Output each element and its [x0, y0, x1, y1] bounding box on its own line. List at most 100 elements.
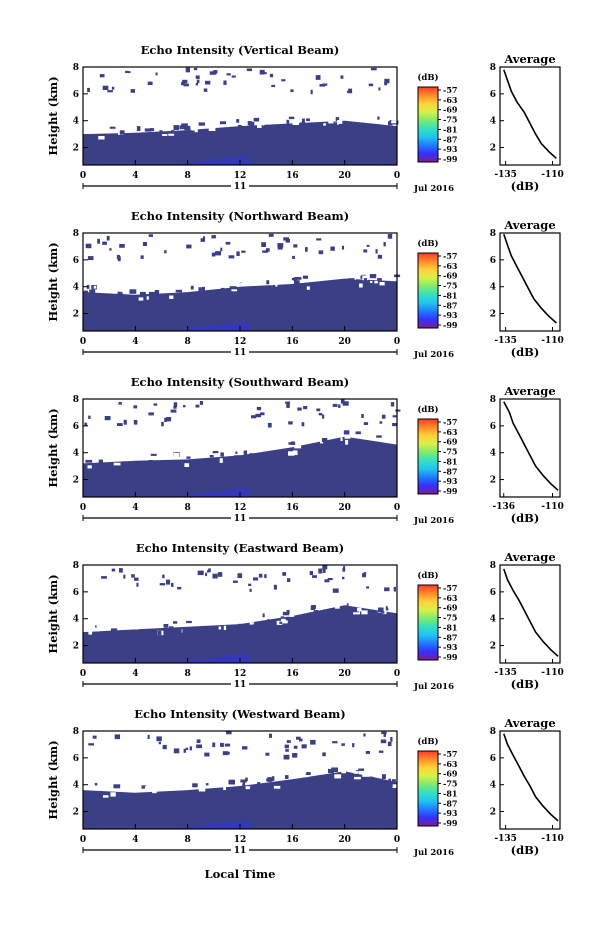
- average-x-label: (dB): [511, 511, 540, 525]
- y-tick-label: 4: [73, 781, 79, 791]
- colorbar-tick-label: -93: [443, 476, 458, 486]
- average-y-tick-label: 6: [490, 256, 496, 266]
- colorbar-tick-label: -63: [443, 593, 458, 603]
- x-tick-label: 0: [80, 171, 86, 181]
- colorbar-tick-label: -93: [443, 310, 458, 320]
- x-tick-label: 12: [234, 503, 247, 513]
- x-tick-label: 16: [286, 171, 299, 181]
- date-label: Jul 2016: [413, 184, 454, 194]
- average-profile-line: [503, 401, 559, 491]
- average-y-tick-label: 8: [490, 395, 496, 405]
- colorbar: [417, 86, 439, 163]
- panel-title: Echo Intensity (Westward Beam): [134, 707, 345, 721]
- average-y-tick-label: 8: [490, 727, 496, 737]
- x-tick-label: 12: [234, 835, 247, 845]
- average-profile-line: [503, 234, 557, 324]
- y-axis-label: Height (km): [46, 408, 60, 487]
- day-label: 11: [234, 680, 247, 690]
- colorbar-tick-label: -75: [443, 281, 457, 291]
- echo-region: [83, 605, 397, 663]
- colorbar-tick-label: -81: [443, 124, 457, 134]
- day-label-bg: [231, 346, 249, 356]
- x-tick-label: 20: [338, 835, 351, 845]
- colorbar-tick-label: -69: [443, 603, 458, 613]
- x-tick-label: 0: [80, 337, 86, 347]
- colorbar-tick-label: -69: [443, 437, 458, 447]
- colorbar-tick-label: -57: [443, 583, 457, 593]
- average-y-tick-label: 8: [490, 561, 496, 571]
- colorbar-tick-label: -93: [443, 808, 458, 818]
- colorbar-tick-label: -63: [443, 427, 458, 437]
- average-x-tick-label: -135: [494, 170, 517, 180]
- panel-title: Echo Intensity (Northward Beam): [131, 209, 349, 223]
- x-tick-label: 8: [185, 669, 191, 679]
- colorbar-tick-label: -63: [443, 261, 458, 271]
- y-tick-label: 6: [73, 90, 79, 100]
- average-y-tick-label: 2: [490, 144, 496, 154]
- y-axis-label: Height (km): [46, 574, 60, 653]
- colorbar: [417, 750, 439, 827]
- average-y-tick-label: 6: [490, 588, 496, 598]
- y-tick-label: 6: [73, 256, 79, 266]
- day-label-bg: [231, 180, 249, 190]
- y-tick-label: 2: [73, 144, 79, 154]
- x-tick-label: 12: [234, 337, 247, 347]
- echo-region: [83, 436, 397, 497]
- average-y-tick-label: 6: [490, 90, 496, 100]
- panel-title: Echo Intensity (Eastward Beam): [136, 541, 344, 555]
- x-tick-label: 4: [132, 337, 138, 347]
- x-tick-label: 0: [80, 835, 86, 845]
- average-y-tick-label: 6: [490, 422, 496, 432]
- colorbar-unit: (dB): [417, 404, 438, 415]
- colorbar-tick-label: -93: [443, 144, 458, 154]
- date-label: Jul 2016: [413, 682, 454, 692]
- x-tick-label: 4: [132, 171, 138, 181]
- x-tick-label: 20: [338, 503, 351, 513]
- x-tick-label: 16: [286, 503, 299, 513]
- colorbar-tick-label: -81: [443, 622, 457, 632]
- colorbar: [417, 418, 439, 495]
- average-title: Average: [503, 716, 555, 730]
- colorbar-tick-label: -99: [443, 486, 458, 496]
- x-tick-label: 4: [132, 503, 138, 513]
- average-x-tick-label: -135: [494, 336, 517, 346]
- x-tick-label: 12: [234, 669, 247, 679]
- y-tick-label: 4: [73, 449, 79, 459]
- colorbar-unit: (dB): [417, 238, 438, 249]
- average-x-tick-label: -135: [494, 834, 517, 844]
- average-frame: [499, 564, 561, 664]
- echo-low-streak: [174, 322, 254, 331]
- y-tick-label: 2: [73, 642, 79, 652]
- colorbar-unit: (dB): [417, 570, 438, 581]
- x-tick-label: 0: [80, 669, 86, 679]
- echo-low-streak: [174, 488, 254, 497]
- date-label: Jul 2016: [413, 516, 454, 526]
- average-x-tick-label: -110: [541, 502, 564, 512]
- y-tick-label: 8: [73, 229, 79, 239]
- x-tick-label: 0: [394, 503, 400, 513]
- average-title: Average: [503, 52, 555, 66]
- average-x-tick-label: -110: [541, 834, 564, 844]
- colorbar-tick-label: -87: [443, 632, 457, 642]
- colorbar-unit: (dB): [417, 72, 438, 83]
- y-tick-label: 2: [73, 476, 79, 486]
- y-tick-label: 8: [73, 727, 79, 737]
- echo-speckles: [84, 399, 401, 470]
- colorbar-tick-label: -69: [443, 271, 458, 281]
- y-tick-label: 4: [73, 117, 79, 127]
- y-tick-label: 6: [73, 422, 79, 432]
- average-x-label: (dB): [511, 179, 540, 193]
- x-tick-label: 20: [338, 171, 351, 181]
- x-tick-label: 20: [338, 337, 351, 347]
- colorbar-tick-label: -75: [443, 447, 457, 457]
- x-tick-label: 4: [132, 835, 138, 845]
- x-tick-label: 0: [394, 337, 400, 347]
- x-tick-label: 16: [286, 835, 299, 845]
- x-tick-label: 8: [185, 503, 191, 513]
- average-title: Average: [503, 550, 555, 564]
- average-y-tick-label: 4: [490, 283, 496, 293]
- colorbar-tick-label: -57: [443, 417, 457, 427]
- colorbar-tick-label: -63: [443, 95, 458, 105]
- day-label: 11: [234, 182, 247, 192]
- average-profile-line: [503, 69, 557, 159]
